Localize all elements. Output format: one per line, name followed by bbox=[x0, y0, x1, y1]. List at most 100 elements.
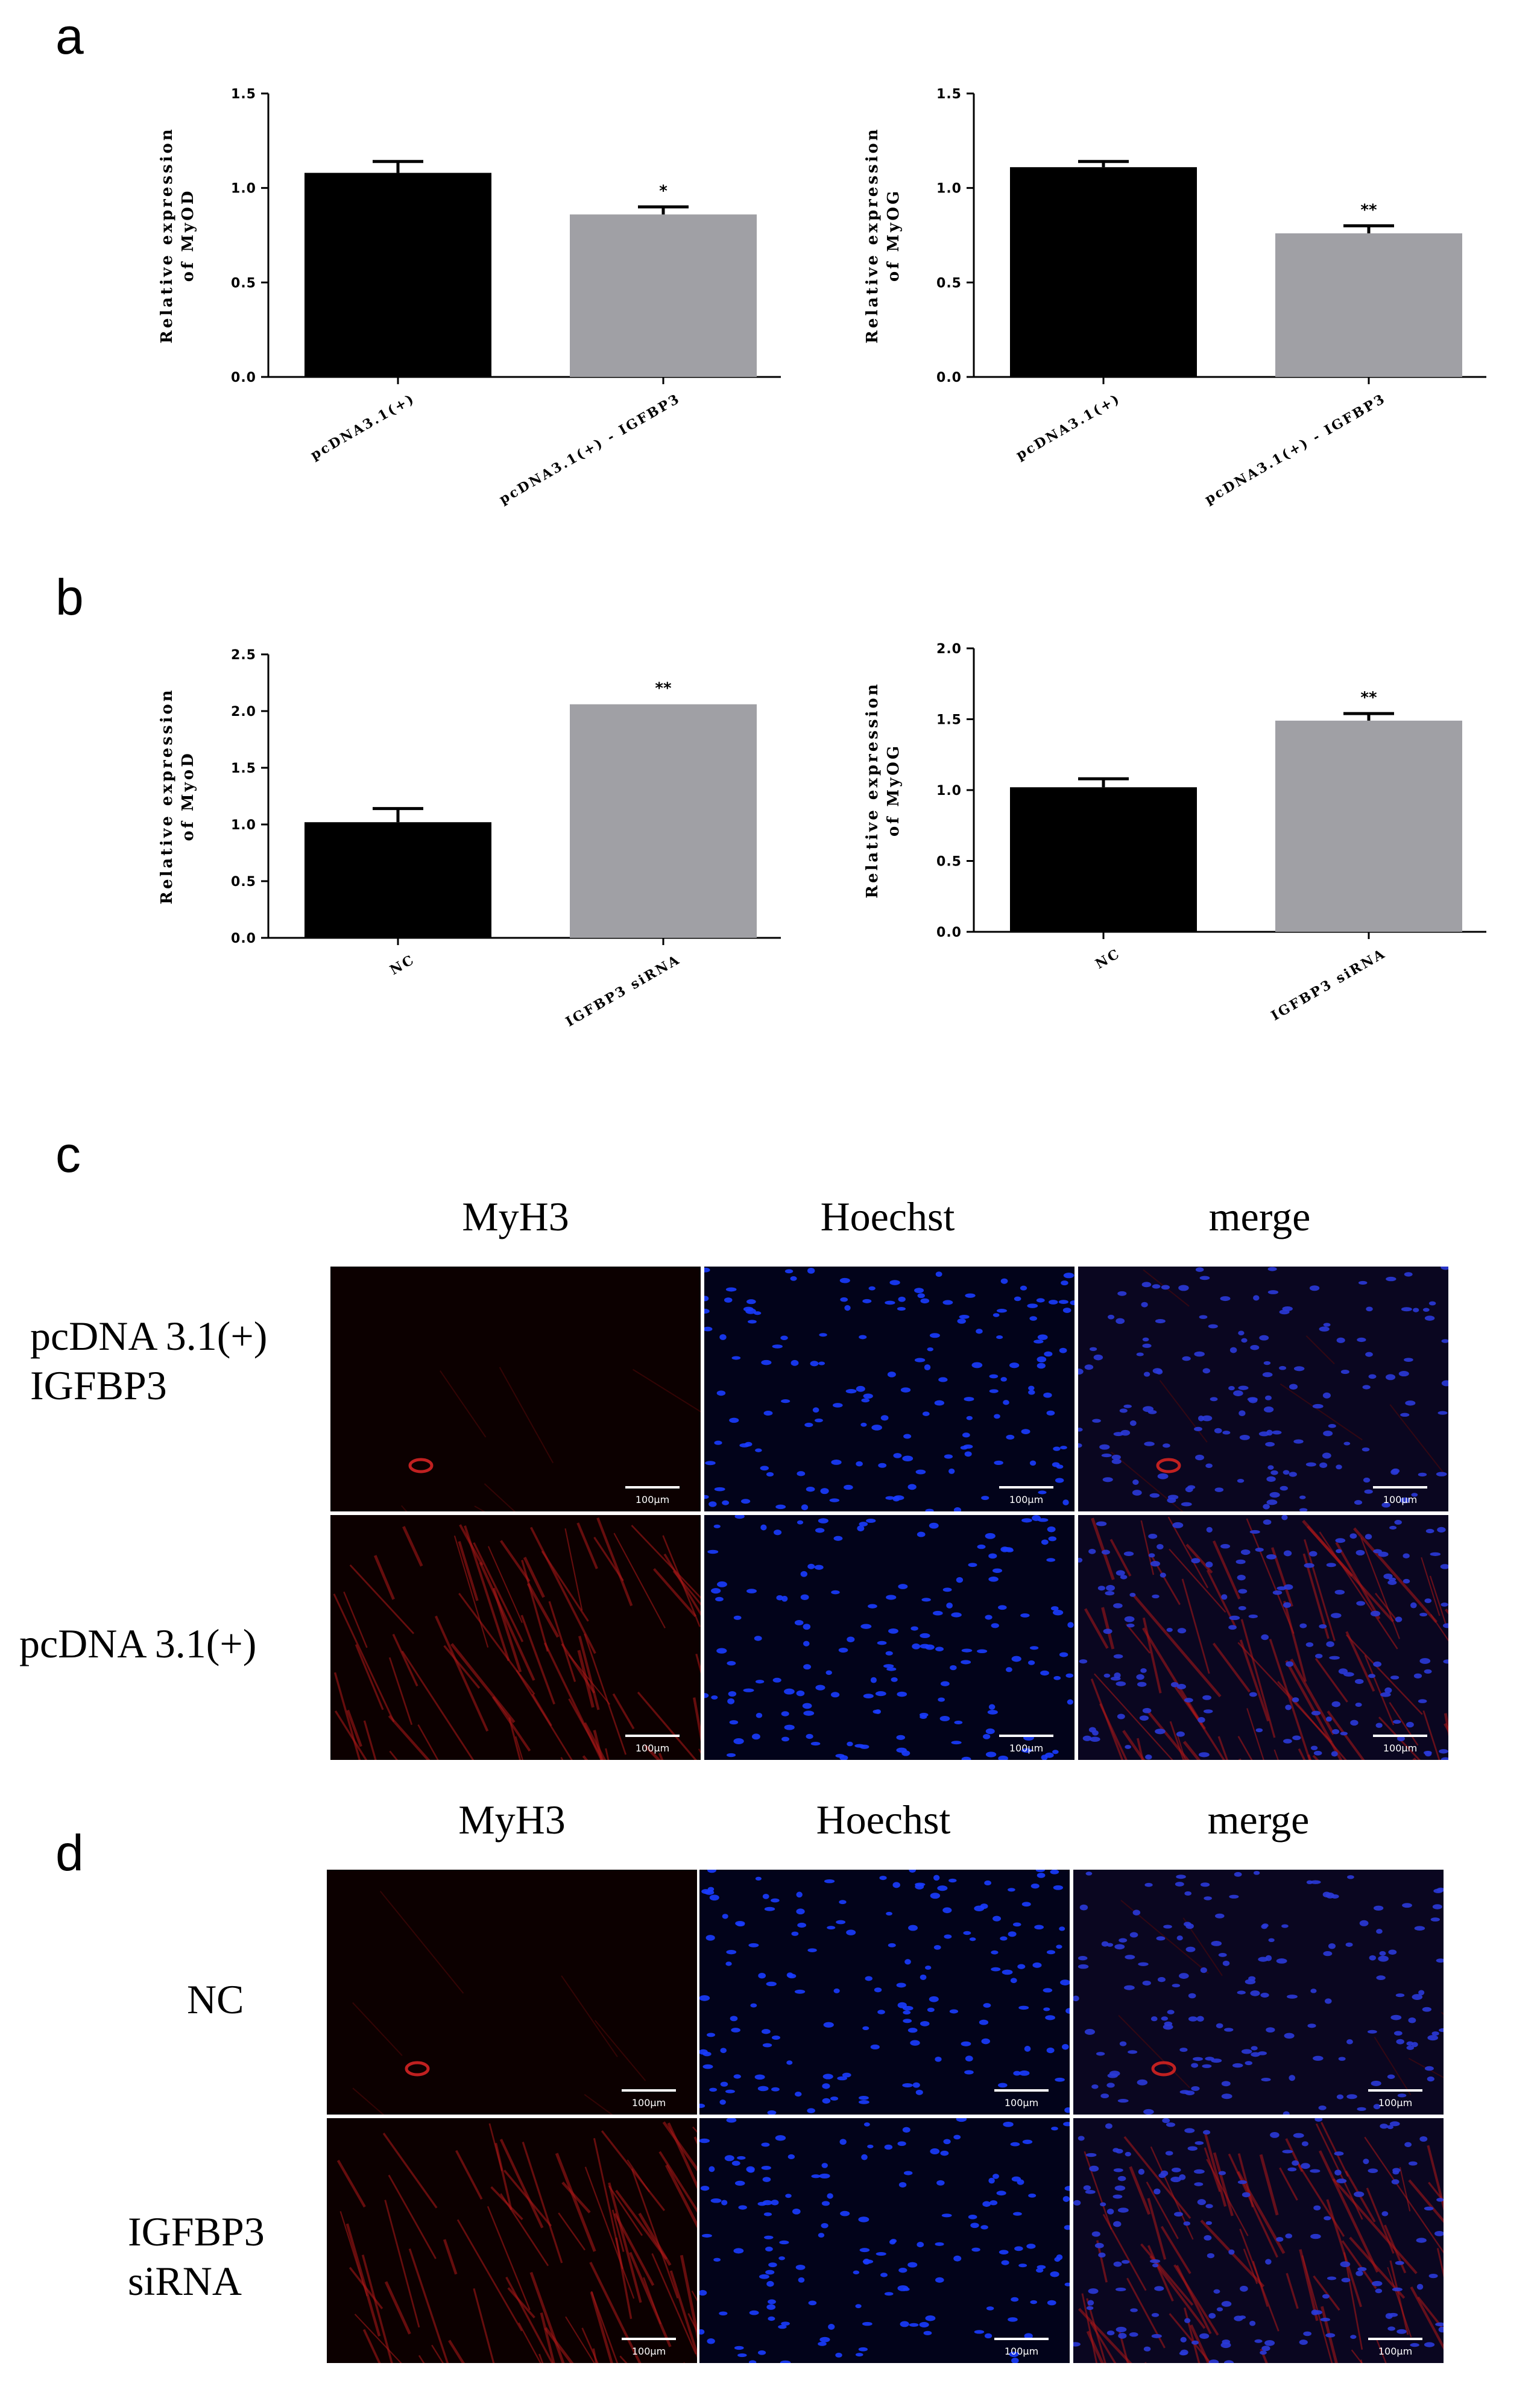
nucleus bbox=[1305, 1462, 1316, 1467]
nucleus bbox=[880, 1415, 889, 1421]
nucleus bbox=[1250, 1345, 1260, 1350]
myotube-fiber bbox=[1341, 2240, 1377, 2289]
significance-marker: ** bbox=[655, 680, 672, 698]
myotube-fiber bbox=[608, 2185, 643, 2236]
nucleus bbox=[1059, 1347, 1067, 1353]
nucleus bbox=[1293, 1439, 1304, 1444]
nucleus bbox=[989, 1389, 999, 1393]
nucleus bbox=[1091, 2084, 1099, 2089]
significance-marker: * bbox=[659, 182, 667, 200]
nucleus bbox=[1028, 1385, 1035, 1391]
bar bbox=[1275, 233, 1462, 377]
myotube-fiber bbox=[644, 1744, 661, 1760]
nucleus bbox=[797, 1471, 806, 1476]
nucleus bbox=[1055, 1478, 1064, 1483]
nucleus bbox=[1036, 2268, 1044, 2273]
nucleus bbox=[920, 1298, 930, 1304]
nucleus bbox=[1048, 1536, 1057, 1542]
nucleus bbox=[1020, 1285, 1027, 1291]
nucleus bbox=[758, 1973, 766, 1979]
nucleus bbox=[1222, 1960, 1230, 1966]
nucleus bbox=[1400, 1497, 1410, 1504]
nucleus bbox=[1006, 1434, 1015, 1440]
myotube-fiber bbox=[479, 1561, 535, 1681]
nucleus bbox=[797, 1520, 804, 1525]
nucleus bbox=[1052, 1609, 1064, 1616]
nucleus bbox=[1376, 1975, 1386, 1981]
nucleus bbox=[1276, 1958, 1287, 1964]
myotube-fiber bbox=[1436, 2248, 1444, 2278]
nucleus bbox=[988, 1577, 999, 1582]
nucleus bbox=[779, 2240, 789, 2245]
myotube-fiber bbox=[1101, 1607, 1115, 1650]
nucleus bbox=[1286, 1661, 1293, 1667]
nucleus bbox=[721, 2200, 728, 2206]
nucleus bbox=[1238, 1330, 1245, 1336]
nucleus bbox=[1228, 1385, 1235, 1391]
nucleus bbox=[1384, 1687, 1392, 1694]
nucleus bbox=[1283, 2111, 1290, 2115]
myotube-fiber bbox=[443, 1645, 481, 1689]
nucleus bbox=[796, 1891, 803, 1898]
nucleus bbox=[1224, 2028, 1234, 2032]
nucleus bbox=[727, 1698, 735, 1704]
nucleus bbox=[901, 1750, 910, 1756]
nucleus bbox=[1011, 2176, 1021, 2182]
nucleus bbox=[1314, 1653, 1323, 1659]
nucleus bbox=[1211, 1940, 1222, 1946]
nucleus bbox=[1078, 1557, 1083, 1563]
row-label-igfbp3-sirna: IGFBP3 siRNA bbox=[128, 2209, 265, 2304]
nucleus bbox=[1261, 1634, 1269, 1640]
myotube-fiber bbox=[362, 2329, 381, 2363]
nucleus bbox=[1323, 1431, 1333, 1437]
nucleus bbox=[1375, 1723, 1383, 1728]
y-axis-label: Relative expression bbox=[863, 127, 882, 343]
nucleus bbox=[763, 2212, 772, 2216]
nucleus bbox=[819, 1333, 827, 1337]
nucleus bbox=[1233, 1390, 1243, 1396]
nucleus bbox=[1216, 2023, 1223, 2028]
nucleus bbox=[750, 2003, 757, 2008]
nucleus bbox=[961, 1660, 971, 1665]
nucleus bbox=[1043, 1988, 1053, 1993]
scale-bar-label: 100μm bbox=[1378, 2097, 1412, 2109]
scale-bar-label: 100μm bbox=[632, 2097, 666, 2109]
nucleus bbox=[1014, 1296, 1021, 1302]
nucleus bbox=[1067, 1622, 1074, 1628]
myotube-fiber bbox=[578, 1636, 600, 1710]
nucleus bbox=[1170, 1682, 1179, 1688]
nucleus bbox=[884, 2144, 893, 2150]
nucleus bbox=[998, 1755, 1008, 1760]
nucleus bbox=[1390, 1469, 1399, 1475]
nucleus bbox=[861, 2154, 868, 2160]
nucleus bbox=[1319, 1326, 1330, 1332]
nucleus bbox=[699, 2329, 705, 2335]
myotube-fiber bbox=[558, 2212, 586, 2251]
nucleus bbox=[1167, 2010, 1175, 2014]
nucleus bbox=[728, 1691, 737, 1697]
nucleus bbox=[1255, 1548, 1264, 1552]
nucleus bbox=[1441, 1267, 1448, 1270]
nucleus bbox=[898, 1296, 906, 1302]
nucleus bbox=[781, 1399, 791, 1403]
nucleus bbox=[827, 1926, 836, 1930]
nucleus bbox=[1116, 1570, 1125, 1576]
nucleus bbox=[880, 2273, 888, 2277]
nucleus bbox=[1441, 1602, 1448, 1607]
nucleus bbox=[925, 2315, 936, 2321]
nucleus bbox=[997, 2083, 1008, 2088]
nucleus bbox=[1355, 1702, 1362, 1707]
nucleus bbox=[737, 2353, 747, 2358]
nucleus bbox=[844, 1484, 853, 1490]
nucleus bbox=[707, 1549, 719, 1554]
bar bbox=[570, 704, 757, 938]
nucleus bbox=[755, 1448, 762, 1452]
nucleus bbox=[763, 2235, 774, 2239]
row-label-pcdna: pcDNA 3.1(+) bbox=[19, 1621, 257, 1666]
myotube-fiber bbox=[1269, 1639, 1311, 1760]
nucleus bbox=[1370, 1610, 1381, 1617]
nucleus bbox=[1355, 2270, 1363, 2276]
nucleus bbox=[1411, 1493, 1418, 1497]
nucleus bbox=[1404, 1358, 1413, 1362]
nucleus bbox=[897, 2285, 909, 2291]
